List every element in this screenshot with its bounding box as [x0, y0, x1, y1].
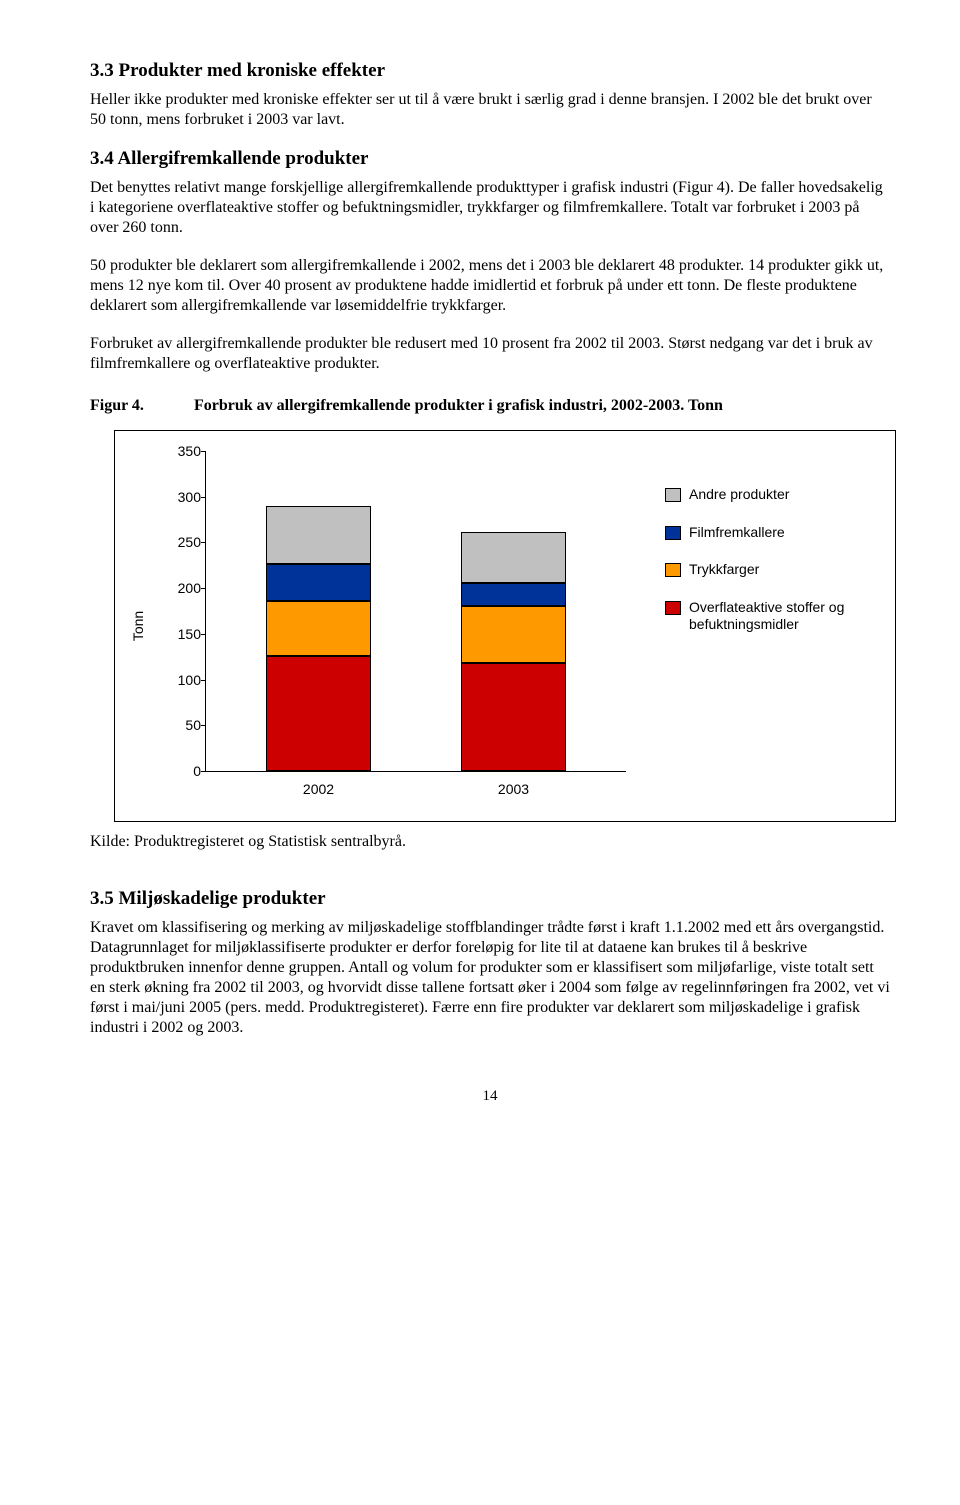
legend-swatch — [665, 563, 681, 577]
legend-swatch — [665, 488, 681, 502]
y-tick-label: 100 — [166, 672, 201, 688]
bar-segment — [461, 663, 566, 771]
plot-area: 05010015020025030035020022003 — [205, 451, 626, 772]
y-tick-label: 200 — [166, 580, 201, 596]
figure-4-chart: Tonn 05010015020025030035020022003 Andre… — [114, 430, 896, 822]
figure-4-title: Figur 4. Forbruk av allergifremkallende … — [90, 396, 890, 416]
bar-segment — [266, 656, 371, 771]
legend-swatch — [665, 601, 681, 615]
section-3-4-heading: 3.4 Allergifremkallende produkter — [90, 148, 890, 170]
bar-segment — [266, 506, 371, 565]
y-tick-label: 350 — [166, 443, 201, 459]
x-category-label: 2002 — [303, 781, 334, 797]
legend-item: Andre produkter — [665, 486, 865, 504]
y-tick-mark — [201, 451, 206, 452]
y-tick-mark — [201, 588, 206, 589]
section-3-4-p2: 50 produkter ble deklarert som allergifr… — [90, 256, 890, 316]
figure-4-caption: Forbruk av allergifremkallende produkter… — [194, 397, 723, 414]
y-tick-label: 250 — [166, 534, 201, 550]
y-tick-label: 0 — [166, 763, 201, 779]
bar-segment — [266, 601, 371, 656]
y-tick-label: 300 — [166, 489, 201, 505]
legend-item: Overflateaktive stoffer og befuktningsmi… — [665, 599, 865, 634]
bar-segment — [266, 564, 371, 601]
legend-item: Trykkfarger — [665, 561, 865, 579]
section-3-3-heading: 3.3 Produkter med kroniske effekter — [90, 60, 890, 82]
page-number: 14 — [90, 1088, 890, 1105]
bar-segment — [461, 583, 566, 606]
chart-legend: Andre produkter Filmfremkallere Trykkfarge… — [665, 486, 865, 654]
x-category-label: 2003 — [498, 781, 529, 797]
section-3-3-p1: Heller ikke produkter med kroniske effek… — [90, 90, 890, 130]
figure-4-label: Figur 4. — [90, 396, 190, 416]
figure-4-source: Kilde: Produktregisteret og Statistisk s… — [90, 832, 890, 852]
legend-label: Andre produkter — [689, 486, 789, 504]
legend-label: Overflateaktive stoffer og befuktningsmi… — [689, 599, 865, 634]
section-3-5-p1: Kravet om klassifisering og merking av m… — [90, 918, 890, 1038]
y-tick-label: 150 — [166, 626, 201, 642]
y-tick-mark — [201, 497, 206, 498]
bar-segment — [461, 606, 566, 664]
legend-label: Trykkfarger — [689, 561, 759, 579]
y-tick-mark — [201, 680, 206, 681]
y-tick-mark — [201, 725, 206, 726]
y-tick-mark — [201, 771, 206, 772]
bar-segment — [461, 532, 566, 582]
section-3-5-heading: 3.5 Miljøskadelige produkter — [90, 888, 890, 910]
section-3-4-p3: Forbruket av allergifremkallende produkt… — [90, 334, 890, 374]
y-tick-label: 50 — [166, 717, 201, 733]
y-tick-mark — [201, 634, 206, 635]
legend-label: Filmfremkallere — [689, 524, 785, 542]
y-axis-label: Tonn — [130, 611, 146, 641]
legend-item: Filmfremkallere — [665, 524, 865, 542]
y-tick-mark — [201, 542, 206, 543]
legend-swatch — [665, 526, 681, 540]
section-3-4-p1: Det benyttes relativt mange forskjellige… — [90, 178, 890, 238]
